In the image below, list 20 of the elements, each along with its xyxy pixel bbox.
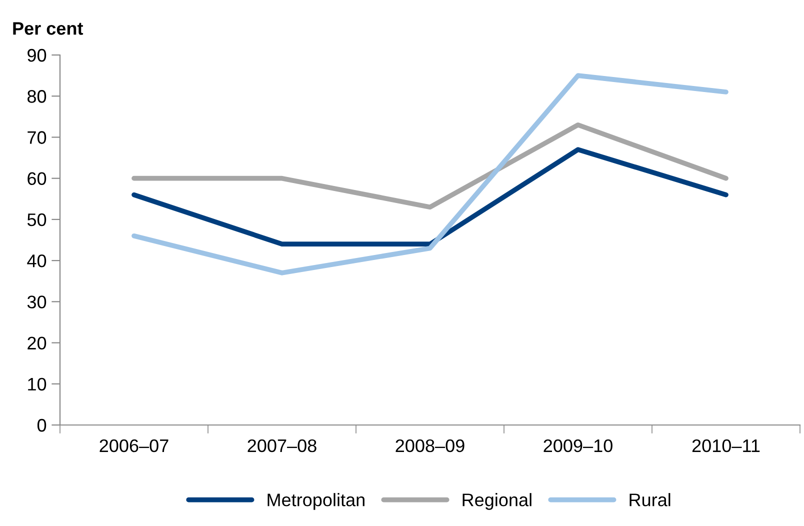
legend-label: Rural: [630, 493, 670, 506]
y-tick-label: 70: [28, 131, 46, 144]
x-tick-label: 2007–08: [248, 439, 316, 452]
y-tick-label: 50: [27, 213, 46, 226]
legend-label: Metropolitan: [268, 493, 364, 510]
y-tick-label: 0: [37, 418, 46, 432]
y-tick-label: 20: [28, 336, 46, 350]
legend-label: Regional: [462, 493, 532, 510]
y-axis-title: Per cent: [13, 22, 84, 35]
y-tick-label: 30: [27, 296, 46, 308]
x-tick-label: 2010–11: [692, 439, 760, 452]
y-tick-label: 90: [28, 48, 46, 62]
x-tick-label: 2006–07: [100, 439, 168, 452]
line-series: [132, 73, 728, 276]
y-tick-label: 80: [28, 90, 46, 103]
y-tick-label: 40: [27, 254, 46, 268]
x-tick-label: 2009–10: [544, 439, 612, 452]
x-tick-label: 2008–09: [396, 439, 464, 452]
y-tick-label: 60: [28, 172, 46, 186]
y-tick-label: 10: [28, 378, 46, 391]
